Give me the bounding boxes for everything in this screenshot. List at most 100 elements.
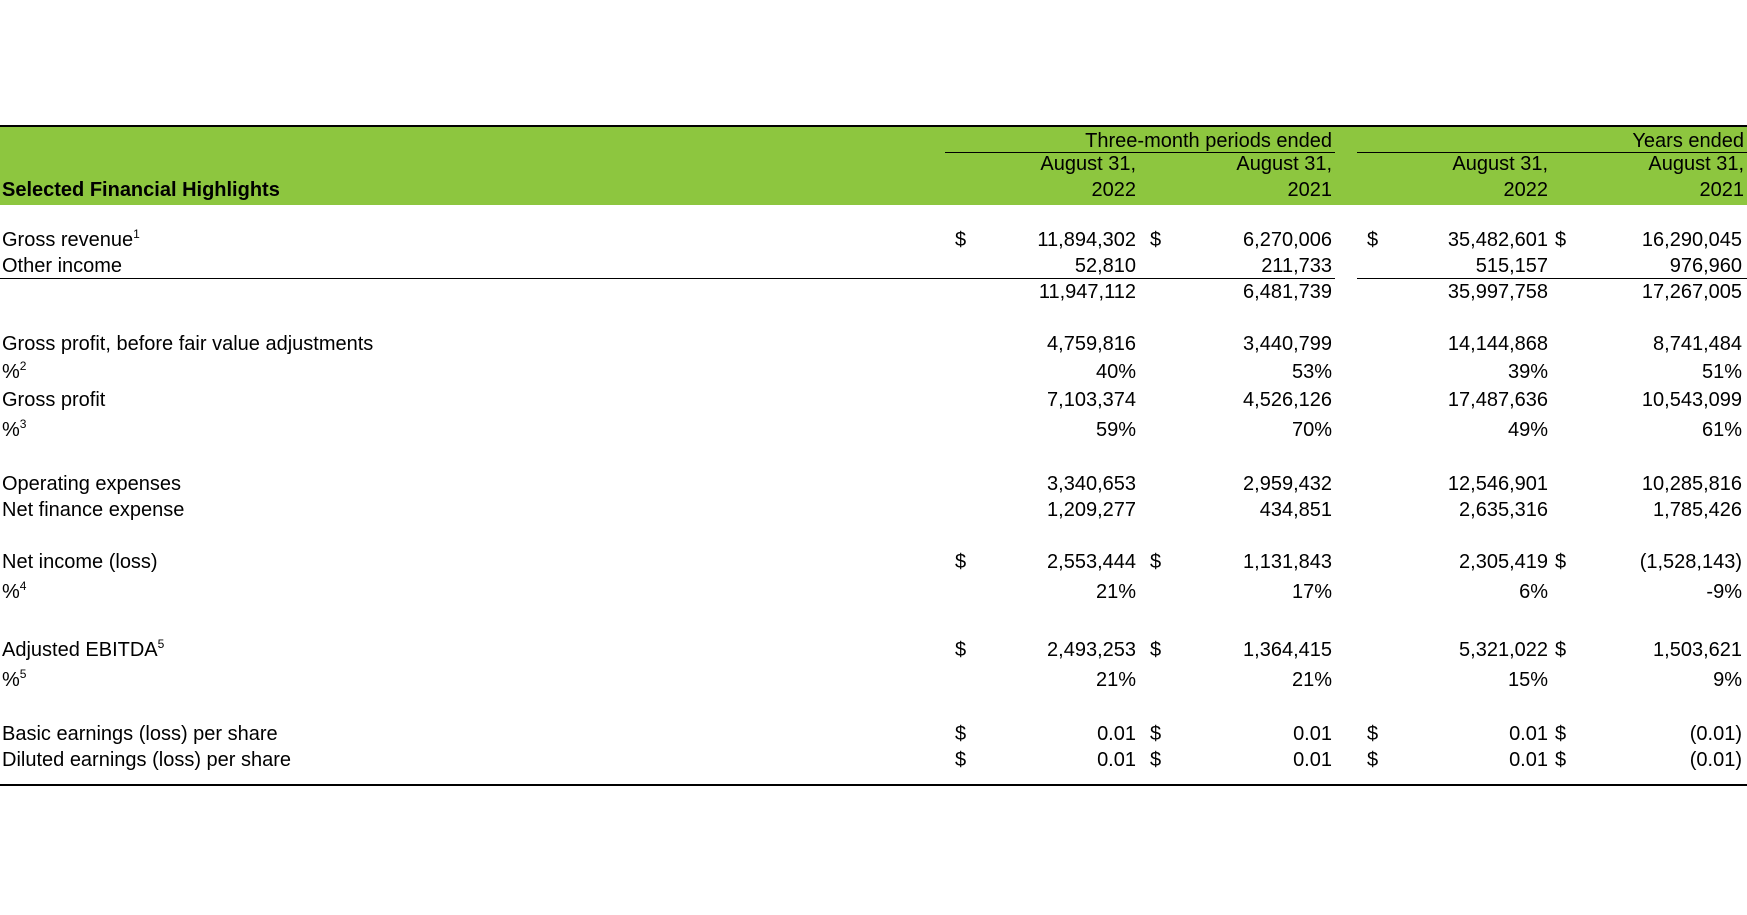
row-label-text: Operating expenses — [2, 473, 182, 495]
cell-value: 11,947,112 — [1038, 281, 1136, 303]
currency-symbol: $ — [1150, 723, 1162, 745]
cell-value: 1,503,621 — [1653, 639, 1742, 661]
row-label: Operating expenses — [2, 472, 181, 496]
cell-value: 10,285,816 — [1641, 473, 1742, 495]
cell-value: 7,103,374 — [1047, 389, 1136, 411]
cell-value: 14,144,868 — [1447, 333, 1548, 355]
column-year-3: 2022 — [1503, 179, 1549, 201]
currency-symbol: $ — [1150, 551, 1162, 573]
column-date-2: August 31, — [1236, 153, 1332, 175]
row-label: %2 — [2, 360, 26, 384]
cell-value: 3,340,653 — [1047, 473, 1136, 495]
currency-symbol: $ — [955, 551, 967, 573]
group-header-years: Years ended — [1632, 130, 1744, 152]
row-label-text: Gross profit — [2, 389, 106, 411]
currency-symbol: $ — [955, 749, 967, 771]
currency-symbol: $ — [1555, 639, 1567, 661]
bottom-rule — [0, 784, 1747, 786]
row-label-text: % — [2, 669, 20, 691]
cell-value: 10,543,099 — [1641, 389, 1742, 411]
currency-symbol: $ — [1367, 723, 1379, 745]
cell-value: 0.01 — [1293, 723, 1332, 745]
cell-value: 0.01 — [1097, 723, 1136, 745]
currency-symbol: $ — [1555, 229, 1567, 251]
cell-value: 49% — [1507, 419, 1548, 441]
cell-value: 61% — [1701, 419, 1742, 441]
cell-value: 2,635,316 — [1459, 499, 1548, 521]
header-band — [0, 127, 1747, 205]
row-label: Net income (loss) — [2, 550, 158, 574]
column-date-4: August 31, — [1648, 153, 1744, 175]
cell-value: 434,851 — [1259, 499, 1332, 521]
cell-value: 4,759,816 — [1047, 333, 1136, 355]
cell-value: 4,526,126 — [1243, 389, 1332, 411]
row-label-text: Other income — [2, 255, 123, 277]
cell-value: 2,959,432 — [1243, 473, 1332, 495]
cell-value: 1,209,277 — [1047, 499, 1136, 521]
cell-value: 39% — [1507, 361, 1548, 383]
cell-value: 21% — [1095, 669, 1136, 691]
currency-symbol: $ — [1150, 229, 1162, 251]
cell-value: 12,546,901 — [1447, 473, 1548, 495]
footnote-marker: 3 — [19, 417, 27, 431]
column-date-3: August 31, — [1452, 153, 1548, 175]
cell-value: 2,305,419 — [1459, 551, 1548, 573]
cell-value: 976,960 — [1669, 255, 1742, 277]
cell-value: 52,810 — [1074, 255, 1136, 277]
cell-value: 0.01 — [1293, 749, 1332, 771]
row-label: Adjusted EBITDA5 — [2, 638, 164, 662]
row-label: %4 — [2, 580, 26, 604]
cell-value: 6,481,739 — [1243, 281, 1332, 303]
cell-value: (1,528,143) — [1639, 551, 1742, 573]
row-label: Gross revenue1 — [2, 228, 140, 252]
footnote-marker: 4 — [19, 579, 27, 593]
subtotal-rule-right — [1357, 278, 1747, 279]
cell-value: 1,785,426 — [1653, 499, 1742, 521]
cell-value: -9% — [1706, 581, 1742, 603]
row-label-text: Adjusted EBITDA — [2, 639, 158, 661]
cell-value: 17% — [1291, 581, 1332, 603]
row-label: Other income — [2, 254, 122, 278]
table-title: Selected Financial Highlights — [2, 179, 280, 201]
cell-value: 70% — [1291, 419, 1332, 441]
cell-value: 3,440,799 — [1243, 333, 1332, 355]
cell-value: 16,290,045 — [1641, 229, 1742, 251]
cell-value: 21% — [1291, 669, 1332, 691]
row-label-text: Basic earnings (loss) per share — [2, 723, 278, 745]
row-label-text: Gross profit, before fair value adjustme… — [2, 333, 374, 355]
cell-value: (0.01) — [1689, 723, 1742, 745]
row-label-text: Net finance expense — [2, 499, 185, 521]
currency-symbol: $ — [1555, 749, 1567, 771]
currency-symbol: $ — [1367, 229, 1379, 251]
currency-symbol: $ — [1555, 723, 1567, 745]
cell-value: 35,997,758 — [1447, 281, 1548, 303]
top-rule — [0, 125, 1747, 127]
group-header-three-month: Three-month periods ended — [1085, 130, 1332, 152]
column-year-2: 2021 — [1287, 179, 1333, 201]
group-underline-three-month — [945, 152, 1335, 153]
footnote-marker: 5 — [19, 667, 27, 681]
row-label-text: Net income (loss) — [2, 551, 158, 573]
row-label: %3 — [2, 418, 26, 442]
row-label-text: Gross revenue — [2, 229, 134, 251]
footnote-marker: 2 — [19, 359, 27, 373]
cell-value: 17,487,636 — [1447, 389, 1548, 411]
column-date-1: August 31, — [1040, 153, 1136, 175]
cell-value: 11,894,302 — [1037, 229, 1136, 251]
cell-value: 8,741,484 — [1653, 333, 1742, 355]
cell-value: 211,733 — [1261, 255, 1332, 277]
subtotal-rule-left — [0, 278, 1335, 279]
cell-value: 2,553,444 — [1047, 551, 1136, 573]
row-label: Gross profit, before fair value adjustme… — [2, 332, 373, 356]
cell-value: 6% — [1519, 581, 1548, 603]
currency-symbol: $ — [955, 639, 967, 661]
currency-symbol: $ — [955, 229, 967, 251]
row-label-text: % — [2, 581, 20, 603]
cell-value: 0.01 — [1509, 723, 1548, 745]
row-label-text: % — [2, 419, 20, 441]
cell-value: 2,493,253 — [1047, 639, 1136, 661]
footnote-marker: 1 — [133, 227, 140, 241]
cell-value: 5,321,022 — [1459, 639, 1548, 661]
footnote-marker: 5 — [157, 637, 165, 651]
cell-value: 15% — [1507, 669, 1548, 691]
